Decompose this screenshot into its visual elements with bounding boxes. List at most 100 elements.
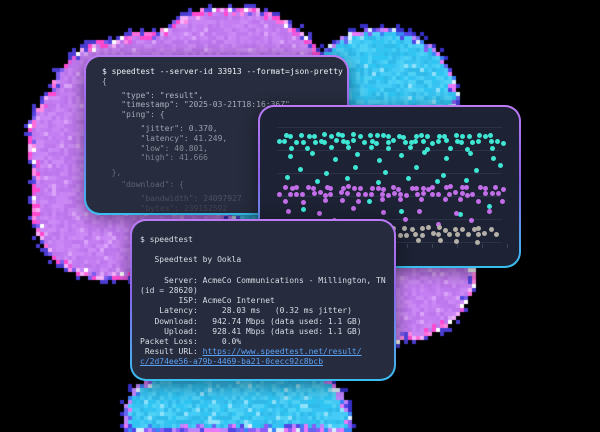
scatter-dot	[437, 225, 443, 231]
scatter-dot	[452, 190, 458, 196]
scatter-dot	[414, 186, 420, 192]
scatter-dot	[375, 186, 381, 192]
terminal-output-line: {	[102, 76, 107, 86]
scatter-dot	[352, 186, 358, 192]
scatter-dot	[406, 175, 412, 181]
scatter-dot	[473, 167, 479, 173]
scatter-dot	[459, 139, 465, 145]
result-url-link[interactable]: c/2d74ee56-a79b-4469-ba21-0cecc92c8bcb	[140, 357, 324, 367]
scatter-dot	[430, 184, 436, 190]
scatter-dot	[466, 133, 472, 139]
scatter-dot	[355, 191, 361, 197]
scatter-dot	[460, 190, 466, 196]
chart-axis-tick	[482, 244, 483, 248]
scatter-dot	[475, 139, 481, 145]
scatter-dot	[410, 226, 416, 232]
scatter-dot	[426, 225, 432, 231]
terminal-output-line: Download: 942.74 Mbps (data used: 1.1 GB…	[140, 316, 362, 326]
scatter-dot	[386, 139, 392, 145]
scatter-dot	[460, 184, 466, 190]
scatter-dot	[385, 192, 391, 198]
scatter-dot	[346, 184, 352, 190]
scatter-dot	[293, 184, 299, 190]
scatter-dot	[497, 162, 503, 168]
scatter-dot	[356, 199, 362, 205]
scatter-dot	[489, 191, 495, 197]
scatter-dot	[478, 184, 484, 190]
scatter-dot	[413, 165, 419, 171]
scatter-dot	[464, 177, 470, 183]
scatter-dot	[424, 133, 430, 139]
scatter-dot	[446, 191, 452, 197]
scatter-dot	[324, 170, 330, 176]
terminal-output-line: Packet Loss: 0.0%	[140, 337, 242, 347]
scatter-dot	[487, 133, 493, 139]
scatter-dot	[437, 238, 443, 244]
scatter-dot	[465, 192, 471, 198]
terminal-output-line: "bytes": 239152592	[102, 203, 228, 213]
scatter-dot	[495, 191, 501, 197]
result-url-link[interactable]: https://www.speedtest.net/result/	[202, 347, 362, 357]
scatter-dot	[307, 133, 313, 139]
terminal-output-line: "download": {	[102, 179, 184, 189]
scatter-dot	[466, 232, 472, 238]
chart-axis-tick	[407, 244, 408, 248]
scatter-dot	[471, 227, 477, 233]
scatter-dot	[435, 178, 441, 184]
scatter-dot	[482, 190, 488, 196]
scatter-dot	[444, 155, 450, 161]
scatter-dot	[436, 133, 442, 139]
terminal-speedtest-panel: $ speedtest Speedtest by Ookla Server: A…	[130, 219, 396, 381]
terminal-output-line: Upload: 928.41 Mbps (data used: 1.1 GB)	[140, 326, 362, 336]
scatter-dot	[357, 186, 363, 192]
scatter-dot	[350, 206, 356, 212]
scatter-dot	[350, 132, 356, 138]
scatter-dot	[487, 203, 493, 209]
scatter-dot	[309, 150, 315, 156]
terminal-output-line: "timestamp": "2025-03-21T18:16:36Z",	[102, 100, 295, 110]
scatter-dot	[486, 209, 492, 215]
scatter-dot	[436, 232, 442, 238]
scatter-dot	[488, 227, 494, 233]
scatter-dot	[399, 153, 405, 159]
scatter-dot	[483, 133, 489, 139]
terminal-output-line: ISP: AcmeCo Internet	[140, 296, 275, 306]
scatter-dot	[455, 139, 461, 145]
scatter-dot	[469, 191, 475, 197]
chart-gridline	[277, 219, 502, 220]
scatter-dot	[396, 186, 402, 192]
terminal-output-line: Server: AcmeCo Communications - Millingt…	[140, 275, 386, 285]
scatter-dot	[475, 198, 481, 204]
chart-axis-tick	[507, 244, 508, 248]
scatter-dot	[379, 192, 385, 198]
scatter-dot	[490, 155, 496, 161]
scatter-dot	[501, 140, 507, 146]
scatter-dot	[417, 208, 423, 214]
scatter-dot	[390, 138, 396, 144]
terminal-command-line: $ speedtest	[140, 235, 193, 244]
scatter-dot	[398, 208, 404, 214]
scatter-dot	[460, 133, 466, 139]
scatter-dot	[419, 225, 425, 231]
scatter-dot	[328, 186, 334, 192]
scatter-dot	[403, 233, 409, 239]
terminal-output-line: Speedtest by Ookla	[140, 255, 242, 265]
scatter-dot	[311, 134, 317, 140]
scatter-dot	[288, 191, 294, 197]
scatter-dot	[353, 165, 359, 171]
scatter-dot	[453, 226, 459, 232]
scatter-dot	[381, 186, 387, 192]
scatter-dot	[305, 146, 311, 152]
scatter-dot	[390, 184, 396, 190]
scatter-dot	[415, 191, 421, 197]
scatter-dot	[321, 132, 327, 138]
scatter-dot	[419, 133, 425, 139]
scatter-dot	[363, 192, 369, 198]
scatter-dot	[345, 175, 351, 181]
scatter-dot	[354, 152, 360, 158]
scatter-dot	[298, 132, 304, 138]
scatter-dot	[412, 138, 418, 144]
scatter-dot	[341, 139, 347, 145]
scatter-dot	[312, 139, 318, 145]
scatter-dot	[453, 211, 459, 217]
